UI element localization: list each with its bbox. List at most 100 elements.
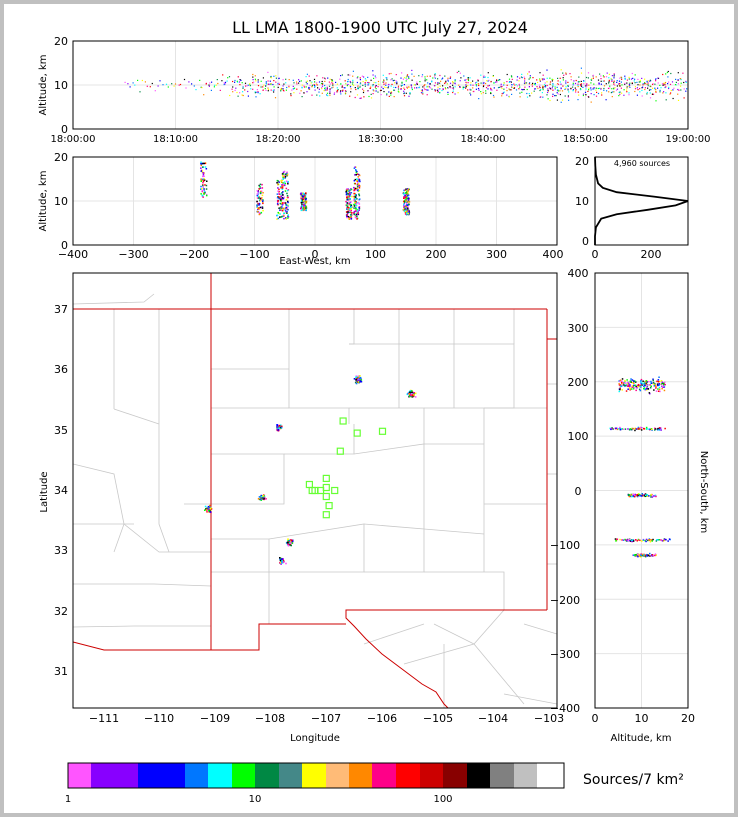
time-source [572, 89, 574, 91]
time-source [619, 91, 621, 93]
time-source [508, 88, 510, 90]
east-west-source [357, 211, 359, 213]
time-source [664, 83, 666, 85]
map-source [279, 559, 282, 562]
time-source [614, 84, 616, 86]
east-west-source [277, 201, 279, 203]
north-south-source [638, 554, 640, 556]
time-source [288, 86, 290, 88]
time-source [619, 85, 621, 87]
time-source [298, 79, 300, 81]
time-source [613, 77, 615, 79]
north-south-source [657, 390, 660, 392]
time-source [359, 79, 361, 81]
north-south-source [634, 429, 636, 432]
time-source [528, 93, 530, 95]
map-source [288, 544, 291, 546]
east-west-source [349, 195, 352, 197]
time-source [567, 95, 569, 97]
east-west-source [350, 210, 352, 212]
map-source [287, 543, 289, 546]
east-west-source [300, 201, 303, 204]
north-south-source [657, 427, 659, 430]
time-source [336, 83, 338, 85]
map-source [357, 376, 360, 379]
east-west-source [346, 204, 348, 206]
time-source [146, 85, 148, 87]
east-west-source [258, 207, 260, 209]
map-source [410, 394, 412, 396]
north-south-source [641, 494, 644, 497]
east-west-source [404, 197, 406, 199]
north-south-source [616, 427, 618, 430]
east-west-source [256, 204, 258, 206]
time-source [341, 85, 343, 87]
time-source [536, 79, 538, 81]
time-source [603, 87, 605, 90]
ew-ytick-0: 0 [61, 239, 68, 252]
time-source [416, 83, 418, 85]
map-source [359, 376, 362, 379]
north-south-source [663, 389, 666, 392]
east-west-ylabel: Altitude, km [38, 171, 49, 232]
time-source [480, 74, 482, 76]
time-source [465, 81, 467, 83]
time-source [665, 73, 667, 75]
map-source [265, 498, 267, 500]
north-south-source [648, 392, 651, 394]
time-source [644, 82, 646, 85]
station-marker [322, 483, 330, 492]
time-source [349, 85, 351, 87]
east-west-source [408, 188, 410, 191]
north-south-source [631, 385, 634, 387]
time-source [386, 94, 388, 96]
time-source [401, 72, 403, 74]
time-source [252, 79, 254, 81]
time-source [393, 79, 395, 81]
time-source [416, 81, 418, 83]
north-south-source [663, 386, 665, 388]
east-west-source [350, 205, 352, 207]
north-south-source [657, 384, 659, 387]
map-source [276, 424, 279, 427]
time-source [283, 90, 285, 92]
time-source [628, 92, 630, 94]
time-source [306, 73, 308, 75]
time-source [393, 96, 395, 98]
time-source [327, 77, 329, 79]
east-west-source [287, 204, 289, 207]
east-west-source [287, 201, 289, 204]
time-source [560, 83, 562, 85]
north-south-source [610, 428, 612, 431]
time-source [262, 77, 264, 79]
time-source [547, 89, 549, 91]
east-west-source [286, 171, 288, 173]
north-south-source [646, 387, 648, 390]
time-source [403, 87, 405, 89]
ew-xtick-0: 0 [312, 248, 319, 261]
north-south-source [619, 387, 621, 389]
time-source [634, 86, 636, 88]
north-south-source [619, 379, 622, 381]
east-west-source [405, 210, 407, 213]
time-source [678, 89, 680, 91]
time-source [285, 82, 287, 84]
east-west-source [285, 218, 287, 220]
north-south-source [649, 392, 651, 395]
north-south-source [611, 427, 613, 429]
east-west-source [282, 197, 285, 200]
time-source [134, 84, 136, 86]
time-source [290, 95, 292, 97]
north-south-source [618, 384, 621, 386]
time-source [421, 89, 423, 91]
north-south-source [612, 428, 614, 430]
east-west-source [403, 205, 405, 208]
time-source [299, 92, 301, 94]
county-boundary [399, 343, 455, 408]
time-source [350, 91, 352, 93]
east-west-source [286, 208, 288, 211]
time-source [383, 79, 385, 82]
time-source [539, 86, 541, 88]
time-source [669, 83, 672, 85]
time-source [639, 88, 641, 90]
